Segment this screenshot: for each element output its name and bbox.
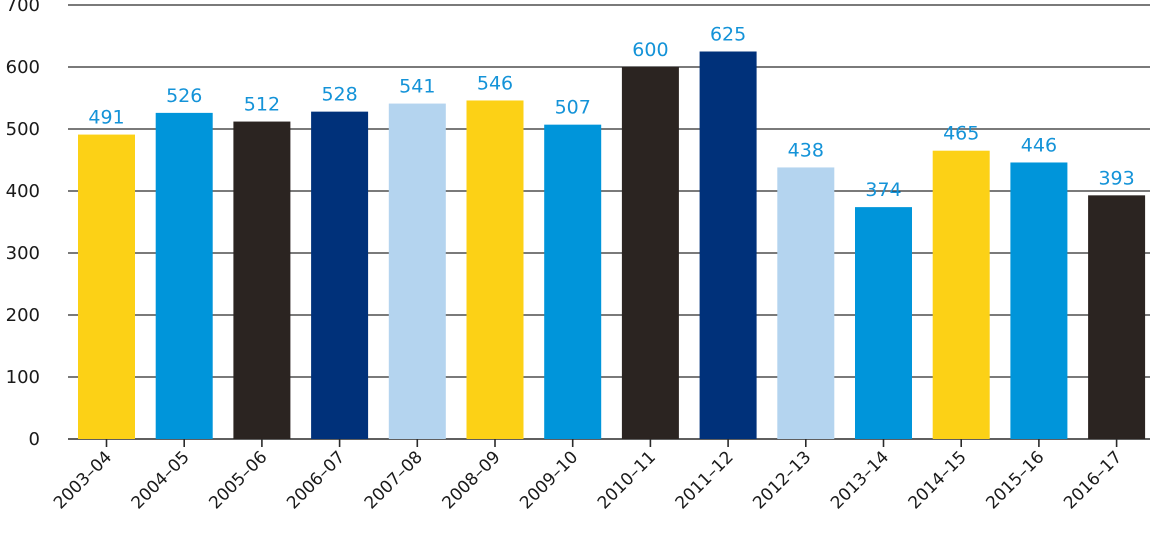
x-tick-label: 2004–05: [128, 447, 194, 513]
bar: [311, 111, 369, 439]
x-tick-label: 2014–15: [905, 447, 971, 513]
data-label: 491: [88, 107, 124, 129]
data-label: 507: [555, 97, 591, 119]
data-label: 546: [477, 72, 513, 94]
bar: [388, 103, 446, 439]
data-label: 625: [710, 24, 746, 46]
bar: [777, 167, 835, 439]
bar: [544, 124, 602, 439]
y-tick-label: 100: [6, 367, 40, 388]
y-tick-label: 600: [6, 57, 40, 78]
y-tick-label: 200: [6, 305, 40, 326]
bar: [932, 150, 990, 439]
data-label: 541: [399, 76, 435, 98]
x-tick-label: 2016–17: [1060, 447, 1126, 513]
data-label: 528: [321, 84, 357, 106]
x-tick-label: 2007–08: [361, 447, 427, 513]
bar: [699, 51, 757, 439]
data-label: 600: [632, 39, 668, 61]
data-label: 526: [166, 85, 202, 107]
x-tick-label: 2010–11: [594, 447, 660, 513]
bar: [466, 100, 524, 439]
bar: [855, 207, 912, 439]
bar: [233, 121, 291, 439]
y-tick-label: 700: [6, 0, 40, 16]
bar: [78, 134, 135, 439]
y-tick-label: 300: [6, 243, 40, 264]
x-tick-label: 2008–09: [438, 447, 504, 513]
x-tick-label: 2011–12: [672, 447, 738, 513]
y-tick-label: 500: [6, 119, 40, 140]
y-tick-label: 400: [6, 181, 40, 202]
x-tick-label: 2005–06: [205, 447, 271, 513]
data-label: 512: [244, 94, 280, 116]
bar: [621, 67, 679, 439]
bar: [155, 112, 213, 439]
x-tick-label: 2015–16: [982, 447, 1048, 513]
y-tick-label: 0: [29, 429, 40, 450]
data-label: 438: [788, 139, 824, 161]
bar: [1088, 195, 1146, 439]
x-tick-label: 2013–14: [827, 447, 893, 513]
x-tick-label: 2006–07: [283, 447, 349, 513]
data-label: 465: [943, 123, 979, 145]
x-tick-label: 2012–13: [749, 447, 815, 513]
data-label: 446: [1021, 134, 1057, 156]
data-label: 374: [865, 179, 901, 201]
x-tick-label: 2009–10: [516, 447, 582, 513]
bar: [1010, 162, 1068, 440]
data-label: 393: [1098, 167, 1134, 189]
x-tick-label: 2003–04: [50, 447, 116, 513]
